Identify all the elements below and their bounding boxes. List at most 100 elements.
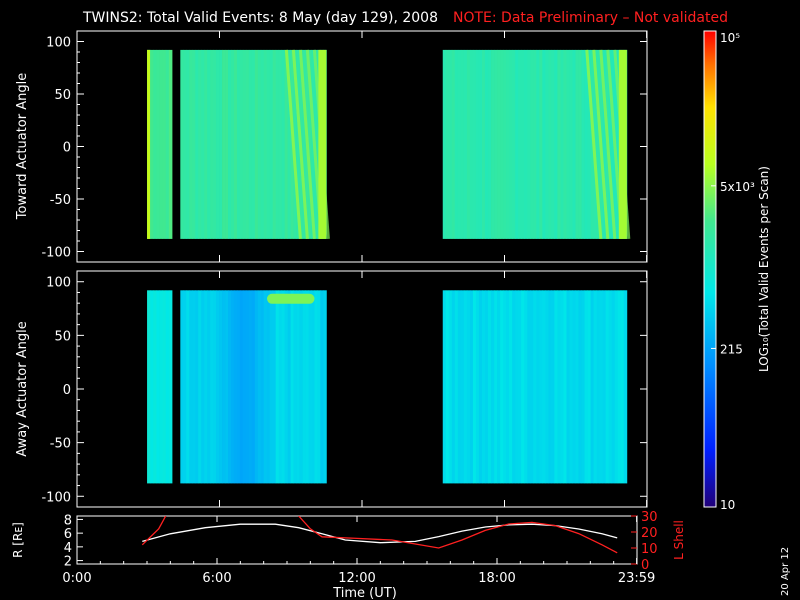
toward-cell [186,49,190,239]
away-cell [266,290,271,484]
away-cell [311,290,315,484]
toward-cell [512,49,516,239]
radius-ytick-label: 2 [64,555,72,570]
away-cell [515,290,519,484]
radius-ytick-label: 8 [64,513,72,528]
away-cell [491,290,495,484]
away-cell [290,290,294,484]
toward-cell [521,49,525,239]
lshell-line [141,516,167,546]
toward-cell [291,49,309,240]
toward-cell [484,49,489,239]
away-cell [213,290,217,484]
toward-cell [159,49,164,239]
toward-cell [572,49,576,239]
toward-cell [554,49,558,239]
toward-cell [491,49,495,239]
toward-cell [587,49,592,239]
toward-cell [248,49,253,239]
away-cell [545,290,549,484]
toward-cell [147,49,151,239]
preliminary-note: NOTE: Data Preliminary – Not validated [453,10,728,26]
lshell-ylabel: L Shell [672,520,686,560]
away-cell [554,290,558,484]
toward-cell [557,49,561,239]
toward-cell [275,49,280,239]
toward-ytick-label: 100 [46,36,71,51]
toward-cell [180,49,184,239]
away-cell [488,290,492,484]
toward-cell [302,49,306,239]
toward-cell [263,49,268,239]
toward-cell [533,49,537,239]
away-ytick-label: 100 [46,276,71,291]
away-cell [584,290,588,484]
toward-cell [466,49,471,239]
away-cell [153,290,157,484]
away-cell [198,290,202,484]
toward-data-block [442,49,631,240]
away-cell [192,290,196,484]
toward-cell [463,49,468,239]
away-cell [296,290,300,484]
away-cell [557,290,561,484]
toward-cell [298,49,316,240]
toward-cell [575,49,579,239]
toward-cell [228,49,232,239]
away-cell [299,290,303,484]
toward-cell [198,49,202,239]
away-cell [596,290,601,484]
toward-cell [614,49,619,239]
time-xtick-label: 6:00 [202,571,231,586]
lshell-line [298,516,618,554]
toward-cell [497,49,501,239]
away-cell [620,290,625,484]
away-cell [521,290,525,484]
plot-title: TWINS2: Total Valid Events: 8 May (day 1… [82,10,438,26]
toward-cell [545,49,549,239]
radius-ytick-label: 4 [64,541,72,556]
away-ytick-label: -50 [50,437,71,452]
away-cell [147,290,151,484]
lshell-ytick-label: 10 [641,542,658,557]
away-cell [269,290,274,484]
away-cell [548,290,552,484]
toward-cell [581,49,585,239]
away-cell [475,290,480,484]
toward-cell [219,49,223,239]
away-ytick-label: -100 [41,490,71,505]
time-xtick-label: 0:00 [62,571,91,586]
away-cell [524,290,528,484]
away-cell [460,290,465,484]
away-cell [236,290,241,484]
away-cell [159,290,164,484]
toward-cell [515,49,519,239]
away-cell [611,290,616,484]
away-cell [569,290,573,484]
toward-cell [548,49,552,239]
toward-cell [506,49,510,239]
away-cell [207,290,211,484]
away-cell [305,290,309,484]
away-cell [506,290,510,484]
away-cell [189,290,193,484]
toward-cell [260,49,265,239]
away-cell [201,290,205,484]
toward-cell [284,49,289,239]
colorbar-tick-label: 10 [720,498,735,512]
time-xtick-label: 18:00 [478,571,515,586]
away-angle-ylabel: Away Actuator Angle [15,321,30,456]
toward-cell [585,49,603,240]
away-cell [287,290,291,484]
away-cell [466,290,471,484]
time-xtick-label: 12:00 [338,571,375,586]
away-cell [204,290,208,484]
toward-cell [509,49,513,239]
toward-cell [233,49,238,239]
away-cell [323,290,327,484]
away-cell [551,290,555,484]
toward-cell [156,49,160,239]
time-xlabel: Time (UT) [332,586,397,600]
away-cell [150,290,154,484]
toward-cell [530,49,534,239]
